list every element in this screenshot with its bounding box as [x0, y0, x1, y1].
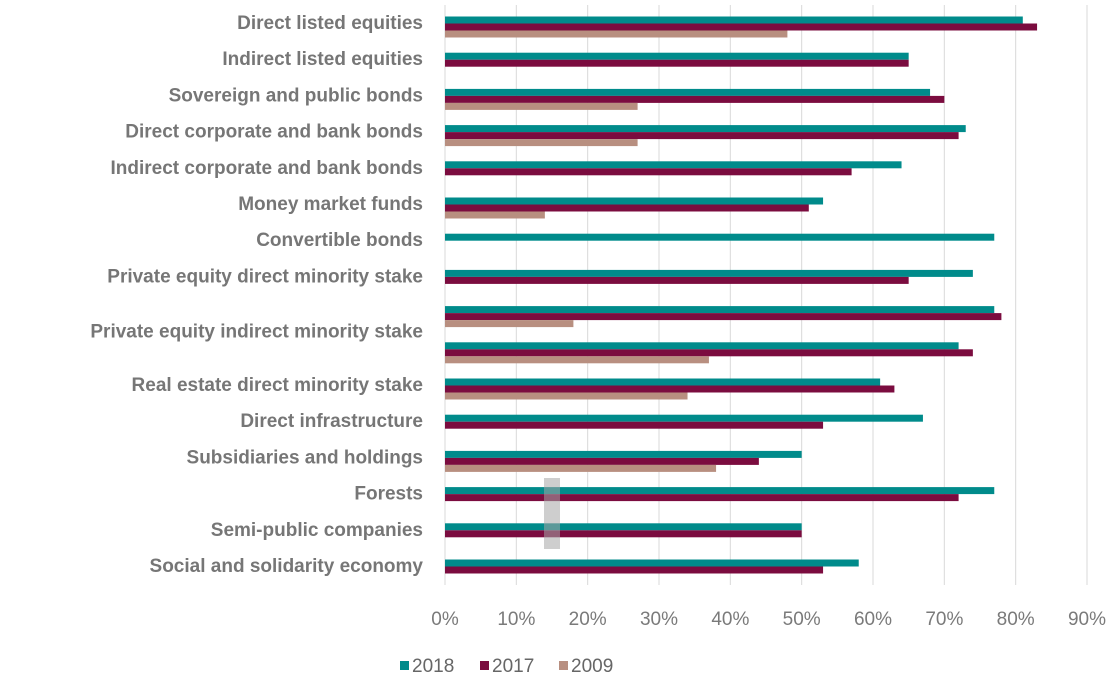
- category-label: Semi-public companies: [211, 520, 423, 541]
- bar-2018: [445, 414, 923, 422]
- x-tick-label: 60%: [854, 609, 892, 630]
- bar-2017: [445, 132, 959, 140]
- x-tick-label: 40%: [711, 609, 749, 630]
- bar-2018: [445, 378, 881, 386]
- bar-2018: [445, 125, 966, 133]
- bar-2017: [445, 313, 1002, 321]
- bar-2018: [445, 52, 909, 60]
- bar-2018: [445, 197, 824, 205]
- bar-2017: [445, 421, 824, 429]
- x-tick-label: 10%: [497, 609, 535, 630]
- bar-2017: [445, 494, 959, 502]
- bar-2018: [445, 88, 931, 96]
- bar-2017: [445, 566, 824, 574]
- bar-2018: [445, 306, 995, 314]
- legend-swatch-2018: [400, 661, 409, 670]
- overlay: [544, 478, 560, 549]
- legend-swatch-2017: [480, 661, 489, 670]
- bar-2017: [445, 59, 909, 67]
- legend: 2018 2017 2009: [400, 656, 613, 677]
- category-labels: Direct listed equities Indirect listed eq…: [90, 13, 423, 577]
- x-tick-labels: 0% 10% 20% 30% 40% 50% 60% 70% 80% 90%: [431, 609, 1106, 630]
- bar-2018: [445, 269, 973, 277]
- bar-2017: [445, 530, 802, 538]
- bar-2018: [445, 559, 859, 567]
- category-label: Direct listed equities: [237, 13, 423, 34]
- category-label: Forests: [354, 484, 423, 505]
- bar-2009: [445, 464, 717, 472]
- bar-2018: [445, 523, 802, 531]
- bar-2018: [445, 487, 995, 495]
- legend-label-2009: 2009: [571, 656, 613, 677]
- x-tick-label: 90%: [1068, 609, 1106, 630]
- category-label: Private equity indirect minority stake: [90, 322, 423, 343]
- x-tick-label: 30%: [640, 609, 678, 630]
- x-tick-label: 80%: [997, 609, 1035, 630]
- bar-2009: [445, 211, 545, 219]
- bar-2017: [445, 276, 909, 284]
- category-label: Money market funds: [238, 194, 423, 215]
- bar-2018: [445, 342, 959, 350]
- bar-2017: [445, 204, 809, 212]
- bar-2018: [445, 16, 1023, 24]
- bar-2009: [445, 320, 574, 328]
- category-label: Subsidiaries and holdings: [187, 447, 423, 468]
- category-label: Social and solidarity economy: [150, 556, 424, 577]
- bars: [445, 16, 1038, 574]
- highlight-marker: [544, 478, 560, 549]
- category-label: Sovereign and public bonds: [169, 85, 423, 106]
- bar-2017: [445, 349, 973, 357]
- bar-2017: [445, 23, 1038, 31]
- x-tick-label: 50%: [783, 609, 821, 630]
- category-label: Direct infrastructure: [240, 411, 423, 432]
- bar-2018: [445, 161, 902, 169]
- legend-swatch-2009: [559, 661, 568, 670]
- x-tick-label: 0%: [431, 609, 459, 630]
- bar-2018: [445, 450, 802, 458]
- bar-2017: [445, 385, 895, 393]
- bar-2009: [445, 392, 688, 400]
- bar-2017: [445, 95, 945, 103]
- bar-2009: [445, 102, 638, 110]
- category-label: Direct corporate and bank bonds: [125, 122, 423, 143]
- category-label: Indirect listed equities: [222, 49, 423, 70]
- bar-2017: [445, 457, 759, 465]
- bar-2009: [445, 356, 709, 364]
- category-label: Real estate direct minority stake: [132, 375, 423, 396]
- category-label: Indirect corporate and bank bonds: [111, 158, 424, 179]
- bar-2018: [445, 233, 995, 241]
- category-label: Private equity direct minority stake: [107, 266, 423, 287]
- legend-label-2018: 2018: [412, 656, 454, 677]
- x-tick-label: 20%: [569, 609, 607, 630]
- legend-label-2017: 2017: [492, 656, 534, 677]
- bar-2009: [445, 139, 638, 147]
- category-label: Convertible bonds: [256, 230, 423, 251]
- x-tick-label: 70%: [925, 609, 963, 630]
- bar-2017: [445, 168, 852, 176]
- bar-2009: [445, 30, 788, 38]
